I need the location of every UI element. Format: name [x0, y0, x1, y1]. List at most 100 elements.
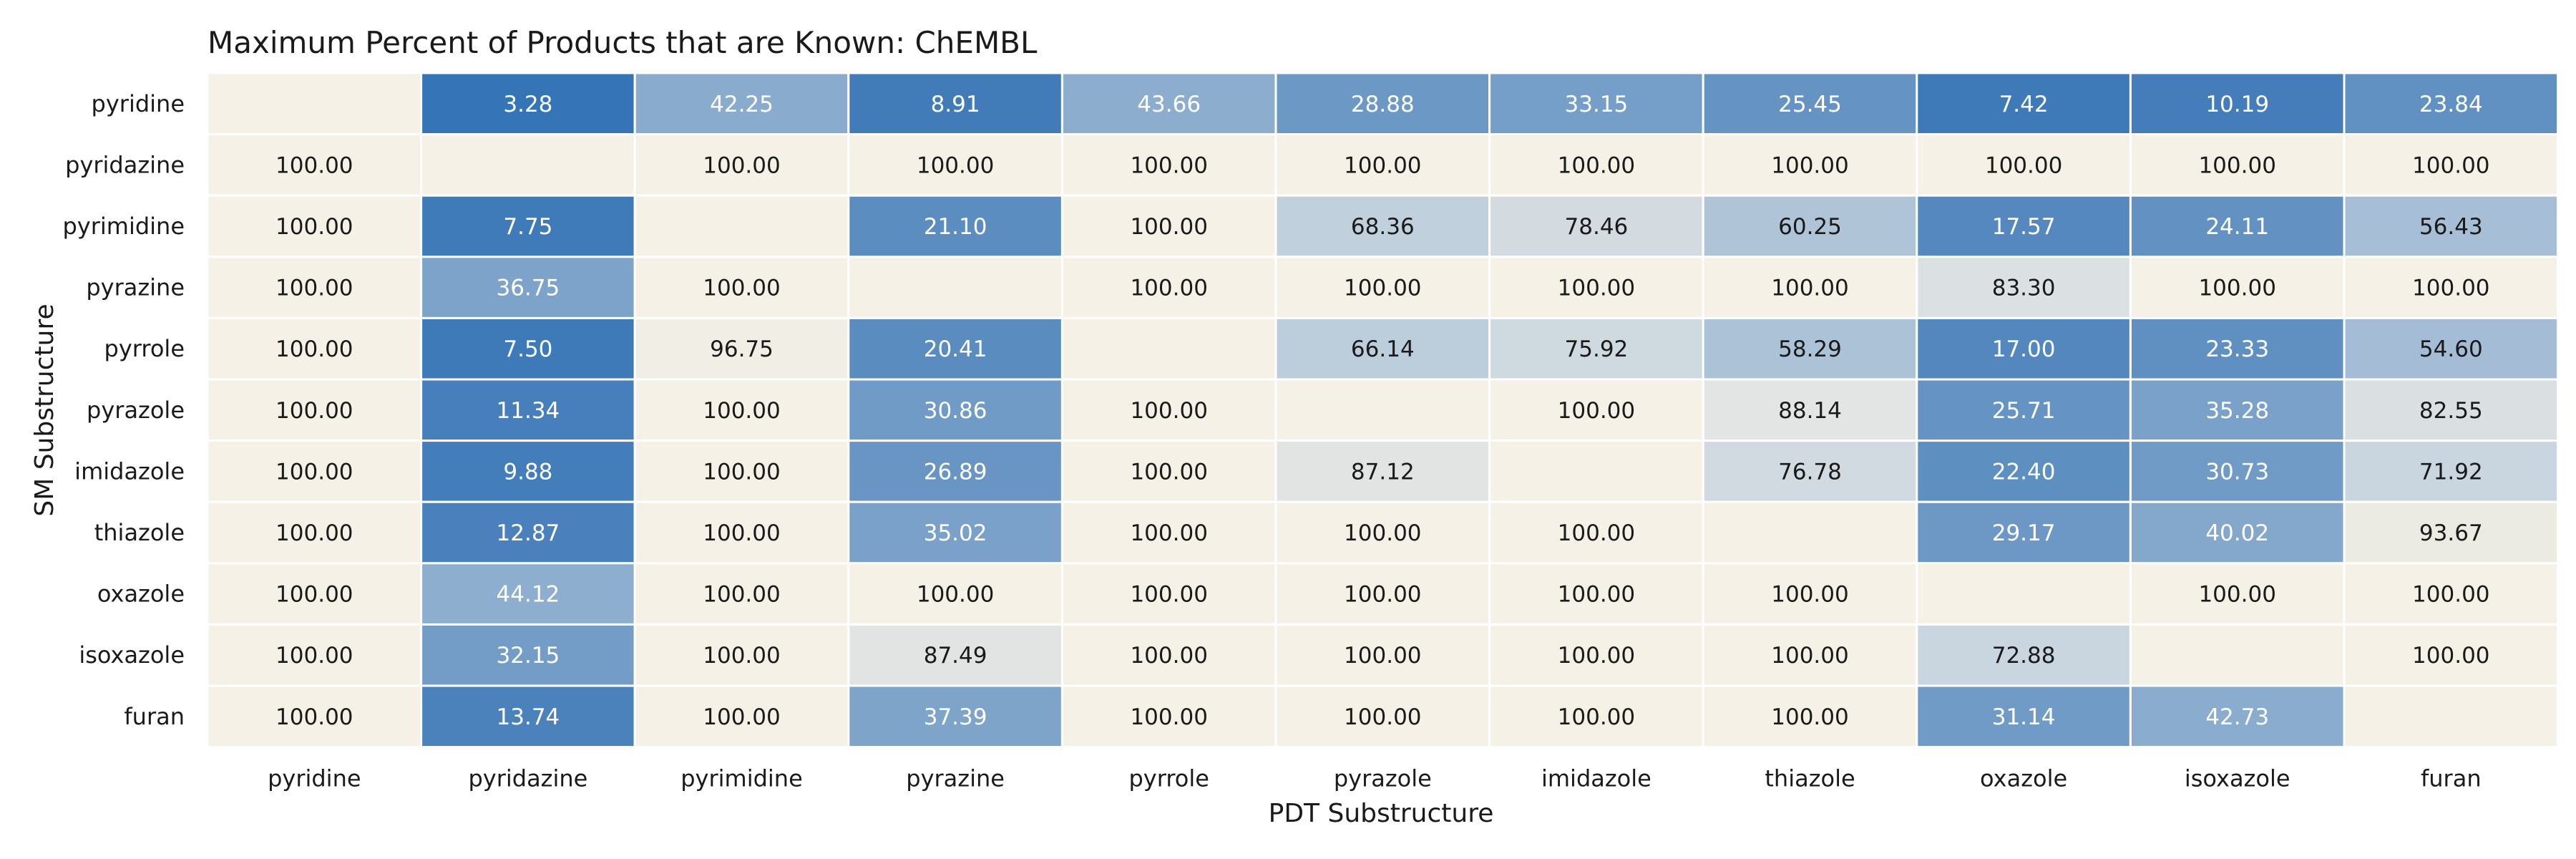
heatmap-cell — [1274, 623, 1491, 687]
cell-value-label: 13.74 — [497, 704, 560, 730]
cell-value-label: 17.00 — [1992, 336, 2056, 362]
heatmap-cell — [1702, 316, 1918, 381]
heatmap-cell-empty — [420, 133, 636, 197]
cell-value-label: 10.19 — [2205, 92, 2269, 117]
cell-value-label: 87.12 — [1351, 459, 1415, 485]
y-tick-label: pyrazine — [86, 274, 185, 301]
heatmap-cell — [1702, 194, 1918, 258]
heatmap-cell — [2343, 133, 2560, 197]
cell-value-label: 100.00 — [1771, 152, 1848, 178]
heatmap-cell-empty — [206, 72, 423, 136]
heatmap-cell — [1060, 684, 1277, 749]
x-tick-labels: pyridine pyridazine pyrimidine pyrazine pyrr… — [268, 765, 2482, 792]
cell-value-label: 44.12 — [497, 582, 560, 608]
cell-value-label: 100.00 — [1130, 520, 1207, 546]
cell-value-label: 100.00 — [1558, 398, 1635, 424]
heatmap-cell — [1916, 440, 2132, 503]
heatmap-cell — [1274, 316, 1491, 381]
cell-value-label: 35.02 — [924, 520, 987, 546]
heatmap-cell — [2129, 256, 2346, 319]
heatmap-cell — [420, 316, 636, 381]
cell-value-label: 71.92 — [2419, 459, 2483, 485]
cell-value-label: 100.00 — [275, 276, 353, 301]
cell-value-label: 43.66 — [1137, 92, 1201, 117]
heatmap-cell-empty — [1916, 562, 2132, 626]
x-tick-label: isoxazole — [2185, 765, 2290, 792]
cell-value-label: 24.11 — [2205, 214, 2269, 240]
cell-value-label: 100.00 — [275, 582, 353, 608]
cell-value-label: 93.67 — [2419, 520, 2483, 546]
cell-value-label: 96.75 — [710, 336, 774, 362]
cell-value-label: 30.86 — [924, 398, 987, 424]
heatmap-cell — [206, 256, 423, 319]
cell-value-label: 54.60 — [2419, 336, 2483, 362]
heatmap-cell — [633, 378, 850, 442]
cell-value-label: 100.00 — [1344, 276, 1421, 301]
cell-value-label: 100.00 — [1558, 520, 1635, 546]
cell-value-label: 31.14 — [1992, 704, 2056, 730]
cell-value-label: 100.00 — [703, 520, 780, 546]
cell-value-label: 87.49 — [924, 643, 987, 669]
heatmap-cell — [1916, 72, 2132, 136]
cell-value-label: 100.00 — [917, 152, 994, 178]
y-tick-label: pyrrole — [104, 335, 185, 362]
cell-value-label: 100.00 — [1985, 152, 2062, 178]
heatmap-cell — [1916, 500, 2132, 565]
cell-value-label: 100.00 — [1771, 643, 1848, 669]
heatmap-cell — [1916, 684, 2132, 749]
y-tick-label: furan — [124, 703, 185, 730]
cell-value-label: 29.17 — [1992, 520, 2056, 546]
cell-value-label: 100.00 — [1558, 704, 1635, 730]
cell-value-label: 23.84 — [2419, 92, 2483, 117]
x-axis-title: PDT Substructure — [1269, 799, 1494, 828]
heatmap-cell — [2129, 194, 2346, 258]
cell-value-label: 42.73 — [2205, 704, 2269, 730]
cell-value-label: 7.75 — [503, 214, 552, 240]
cell-value-label: 100.00 — [275, 704, 353, 730]
heatmap-cell — [633, 684, 850, 749]
x-tick-label: pyridine — [268, 765, 361, 792]
cell-value-label: 100.00 — [275, 336, 353, 362]
cell-value-label: 35.28 — [2205, 398, 2269, 424]
cell-value-label: 100.00 — [2412, 582, 2489, 608]
heatmap-cell — [420, 562, 636, 626]
heatmap-cell-empty — [847, 256, 1063, 319]
heatmap-cell — [2129, 316, 2346, 381]
heatmap-cell — [633, 133, 850, 197]
heatmap-cell — [1488, 623, 1704, 687]
heatmap-cell — [1702, 684, 1918, 749]
cell-value-label: 100.00 — [703, 459, 780, 485]
heatmap-cell — [2129, 440, 2346, 503]
cell-value-label: 25.71 — [1992, 398, 2056, 424]
cell-value-label: 100.00 — [1344, 643, 1421, 669]
cell-value-label: 100.00 — [703, 276, 780, 301]
heatmap-cell — [1702, 623, 1918, 687]
cell-value-label: 100.00 — [1130, 459, 1207, 485]
x-tick-label: oxazole — [1980, 765, 2067, 792]
cell-value-label: 83.30 — [1992, 276, 2056, 301]
cell-value-label: 12.87 — [497, 520, 560, 546]
cell-value-label: 100.00 — [1558, 152, 1635, 178]
cell-value-label: 100.00 — [2198, 152, 2275, 178]
heatmap-cell — [2129, 562, 2346, 626]
heatmap-cell — [1916, 194, 2132, 258]
cell-value-label: 100.00 — [1771, 276, 1848, 301]
heatmap-cell — [847, 378, 1063, 442]
heatmap-cell-empty — [1274, 378, 1491, 442]
heatmap-cell — [2343, 256, 2560, 319]
cell-value-label: 100.00 — [1130, 582, 1207, 608]
heatmap-cell — [2343, 440, 2560, 503]
cell-value-label: 100.00 — [1130, 152, 1207, 178]
cell-value-label: 100.00 — [1130, 276, 1207, 301]
heatmap-cell — [2343, 623, 2560, 687]
cell-value-label: 100.00 — [1344, 704, 1421, 730]
cell-value-label: 21.10 — [924, 214, 987, 240]
cell-value-label: 100.00 — [275, 398, 353, 424]
heatmap-cell — [1702, 562, 1918, 626]
heatmap-cell — [633, 500, 850, 565]
cell-value-label: 78.46 — [1565, 214, 1629, 240]
cell-value-label: 100.00 — [275, 643, 353, 669]
heatmap-cell — [1488, 500, 1704, 565]
cell-value-label: 60.25 — [1778, 214, 1842, 240]
heatmap-cell — [1060, 562, 1277, 626]
